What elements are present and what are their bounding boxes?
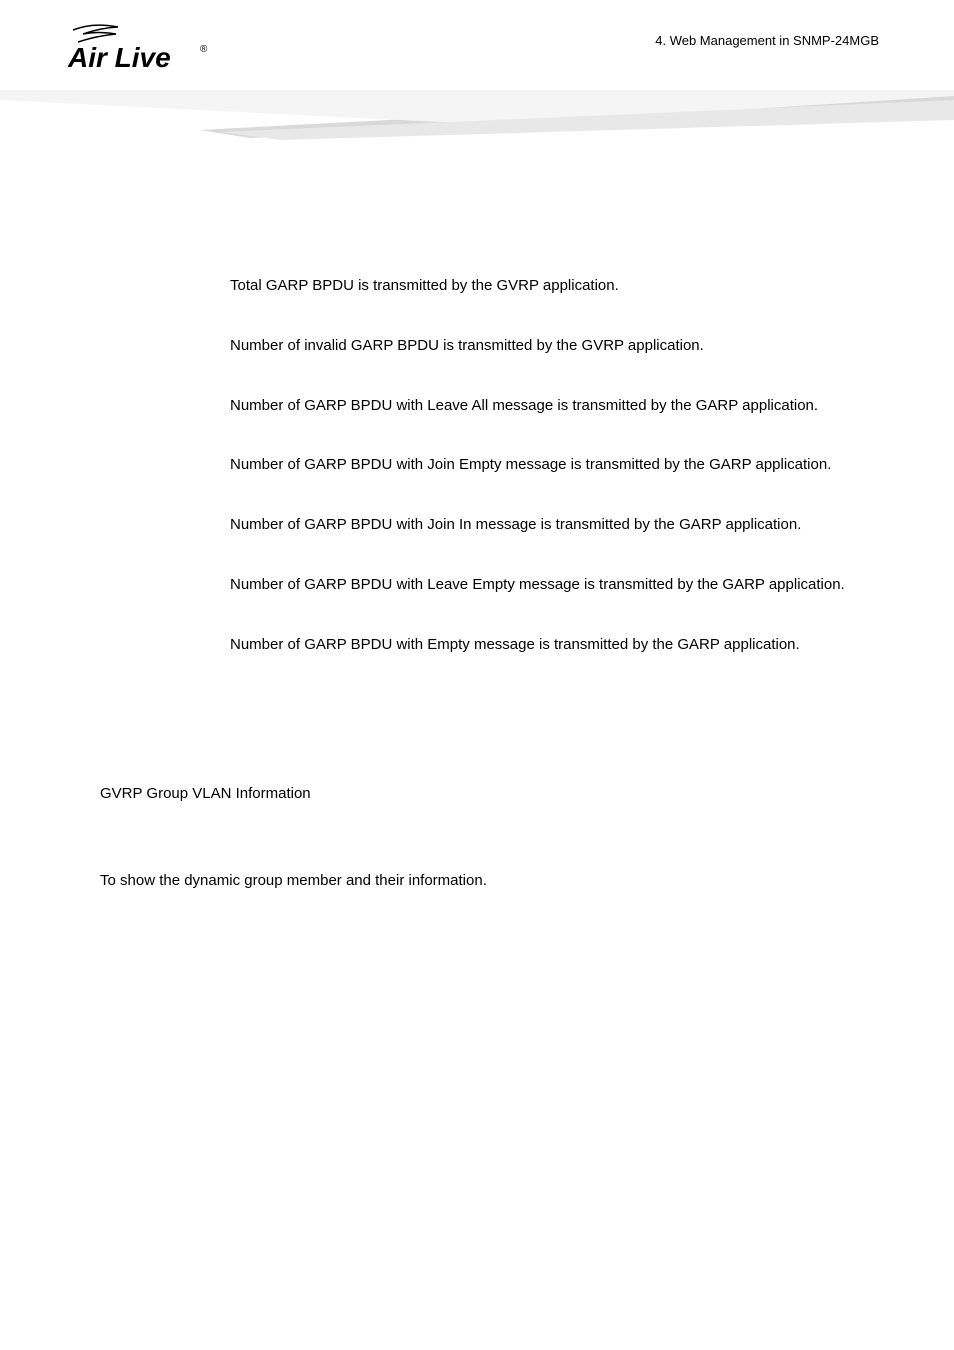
header-breadcrumb: 4. Web Management in SNMP-24MGB: [655, 33, 879, 48]
header-banner: [0, 90, 954, 140]
paragraph-empty: Number of GARP BPDU with Empty message i…: [230, 634, 854, 656]
page-header: Air Live ® 4. Web Management in SNMP-24M…: [0, 0, 954, 140]
paragraph-leave-empty: Number of GARP BPDU with Leave Empty mes…: [230, 574, 854, 596]
airlive-logo: Air Live ®: [68, 22, 218, 82]
paragraph-join-empty: Number of GARP BPDU with Join Empty mess…: [230, 454, 854, 476]
paragraph-join-in: Number of GARP BPDU with Join In message…: [230, 514, 854, 536]
section-title: GVRP Group VLAN Information: [100, 785, 854, 802]
paragraph-total-garp: Total GARP BPDU is transmitted by the GV…: [230, 275, 854, 297]
svg-text:®: ®: [200, 44, 208, 55]
page-content: Total GARP BPDU is transmitted by the GV…: [0, 275, 954, 889]
paragraph-invalid-garp: Number of invalid GARP BPDU is transmitt…: [230, 335, 854, 357]
paragraph-leave-all: Number of GARP BPDU with Leave All messa…: [230, 395, 854, 417]
section-description: To show the dynamic group member and the…: [100, 872, 854, 889]
svg-text:Air Live: Air Live: [68, 42, 171, 73]
